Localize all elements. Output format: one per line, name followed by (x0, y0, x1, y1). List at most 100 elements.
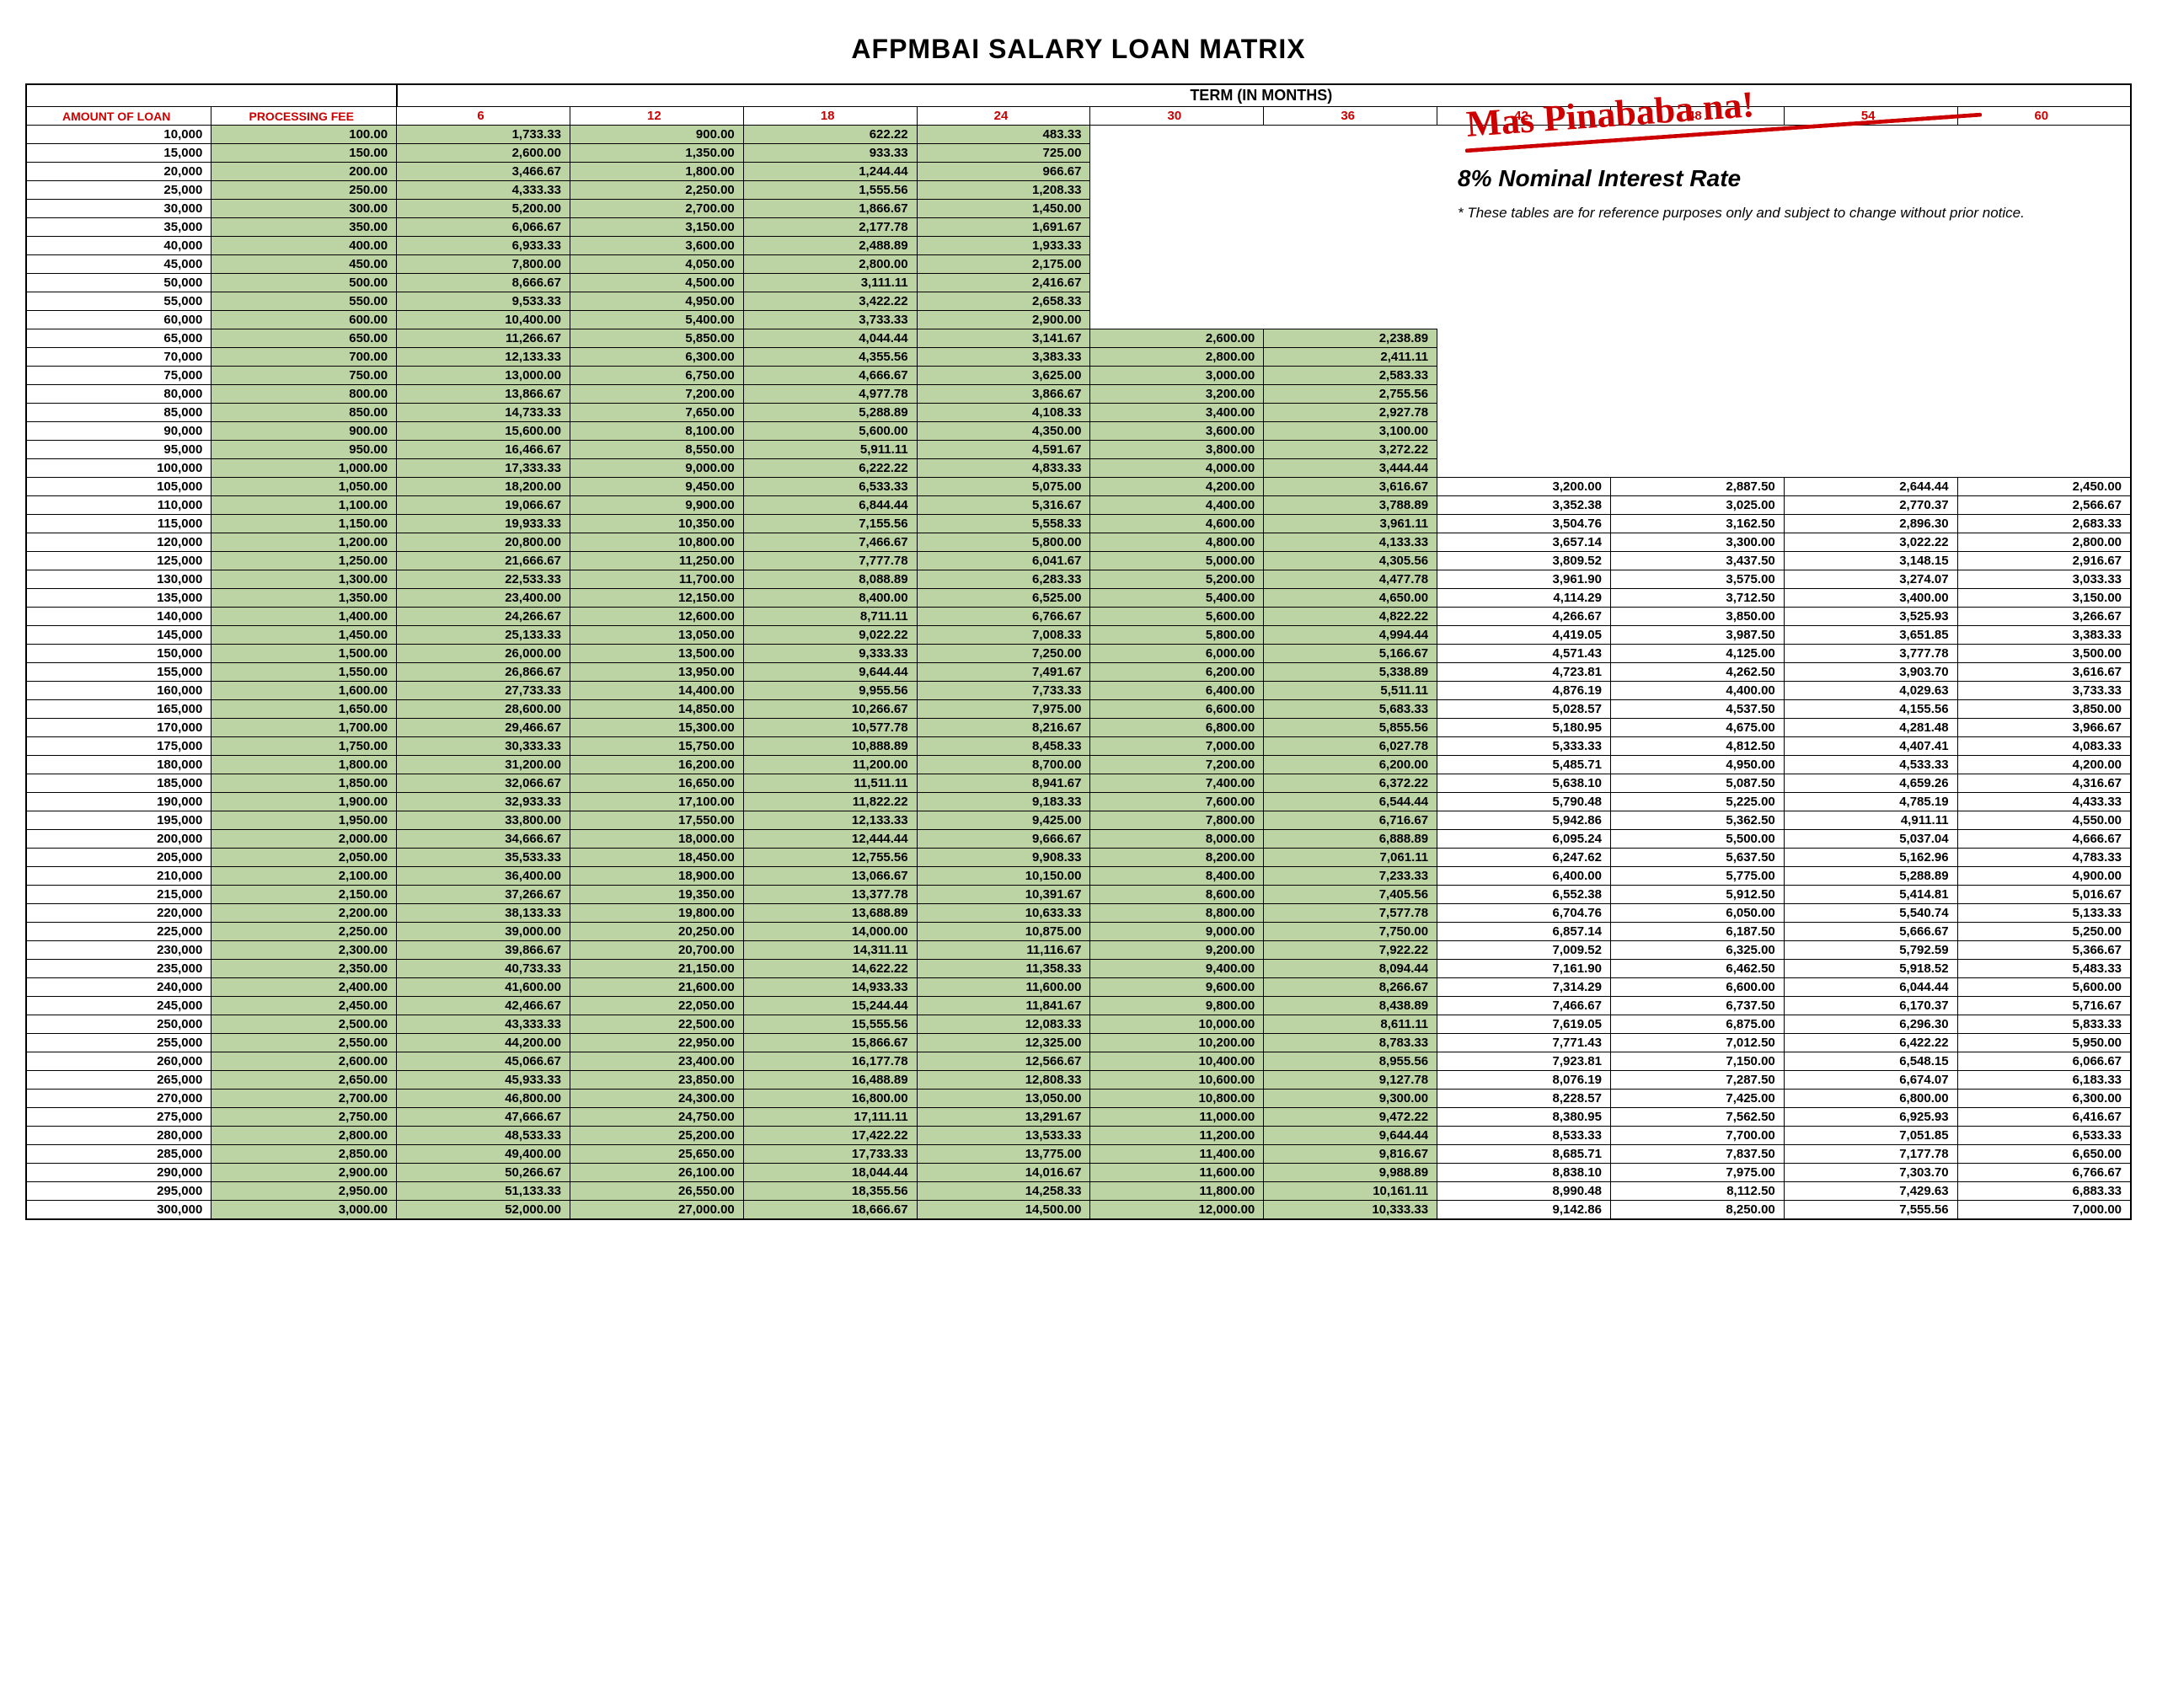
table-row: 240,0002,400.0041,600.0021,600.0014,933.… (26, 978, 2131, 997)
cell-term-30 (1090, 181, 1264, 200)
cell-amount: 135,000 (26, 589, 211, 608)
table-body: 10,000100.001,733.33900.00622.22483.3315… (26, 126, 2131, 1220)
cell-term-54: 3,651.85 (1784, 626, 1957, 645)
cell-term-30: 5,000.00 (1090, 552, 1264, 570)
cell-term-18: 9,955.56 (743, 682, 917, 700)
cell-term-36 (1264, 126, 1437, 144)
cell-term-42: 7,314.29 (1437, 978, 1611, 997)
table-row: 160,0001,600.0027,733.3314,400.009,955.5… (26, 682, 2131, 700)
cell-amount: 35,000 (26, 218, 211, 237)
cell-term-60: 4,316.67 (1957, 774, 2131, 793)
cell-term-36: 7,750.00 (1264, 923, 1437, 941)
cell-term-48 (1610, 181, 1784, 200)
cell-fee: 100.00 (211, 126, 397, 144)
cell-amount: 235,000 (26, 960, 211, 978)
cell-term-12: 14,850.00 (570, 700, 743, 719)
cell-term-18: 12,133.33 (743, 811, 917, 830)
cell-term-42: 4,114.29 (1437, 589, 1611, 608)
cell-term-12: 24,300.00 (570, 1090, 743, 1108)
cell-term-60: 2,916.67 (1957, 552, 2131, 570)
cell-term-6: 15,600.00 (397, 422, 570, 441)
cell-term-60 (1957, 218, 2131, 237)
cell-term-60 (1957, 292, 2131, 311)
cell-term-6: 23,400.00 (397, 589, 570, 608)
table-row: 25,000250.004,333.332,250.001,555.561,20… (26, 181, 2131, 200)
cell-term-12: 8,550.00 (570, 441, 743, 459)
table-row: 125,0001,250.0021,666.6711,250.007,777.7… (26, 552, 2131, 570)
cell-term-12: 24,750.00 (570, 1108, 743, 1127)
cell-term-24: 1,450.00 (917, 200, 1090, 218)
cell-amount: 280,000 (26, 1127, 211, 1145)
cell-term-60 (1957, 459, 2131, 478)
cell-term-60: 7,000.00 (1957, 1201, 2131, 1220)
cell-term-24: 5,316.67 (917, 496, 1090, 515)
cell-term-60 (1957, 126, 2131, 144)
cell-term-18: 3,422.22 (743, 292, 917, 311)
cell-term-24: 6,283.33 (917, 570, 1090, 589)
cell-term-36: 2,755.56 (1264, 385, 1437, 404)
cell-term-6: 10,400.00 (397, 311, 570, 329)
cell-term-18: 7,155.56 (743, 515, 917, 533)
cell-term-24: 3,141.67 (917, 329, 1090, 348)
cell-term-36: 3,616.67 (1264, 478, 1437, 496)
cell-term-6: 25,133.33 (397, 626, 570, 645)
cell-term-36: 7,233.33 (1264, 867, 1437, 886)
cell-term-6: 8,666.67 (397, 274, 570, 292)
cell-term-30: 8,600.00 (1090, 886, 1264, 904)
cell-term-18: 5,600.00 (743, 422, 917, 441)
cell-fee: 750.00 (211, 367, 397, 385)
cell-term-42: 4,723.81 (1437, 663, 1611, 682)
cell-term-42: 6,247.62 (1437, 849, 1611, 867)
cell-amount: 10,000 (26, 126, 211, 144)
cell-term-24: 12,083.33 (917, 1015, 1090, 1034)
cell-term-12: 9,450.00 (570, 478, 743, 496)
cell-term-30: 3,000.00 (1090, 367, 1264, 385)
table-row: 225,0002,250.0039,000.0020,250.0014,000.… (26, 923, 2131, 941)
cell-term-48: 7,425.00 (1610, 1090, 1784, 1108)
cell-term-12: 21,600.00 (570, 978, 743, 997)
cell-term-30: 7,000.00 (1090, 737, 1264, 756)
cell-term-48: 5,087.50 (1610, 774, 1784, 793)
cell-term-18: 1,866.67 (743, 200, 917, 218)
cell-term-12: 6,300.00 (570, 348, 743, 367)
cell-amount: 115,000 (26, 515, 211, 533)
cell-fee: 1,650.00 (211, 700, 397, 719)
cell-term-30: 2,800.00 (1090, 348, 1264, 367)
cell-term-54: 3,777.78 (1784, 645, 1957, 663)
cell-term-54: 7,177.78 (1784, 1145, 1957, 1164)
cell-term-42: 3,200.00 (1437, 478, 1611, 496)
cell-term-24: 12,325.00 (917, 1034, 1090, 1052)
cell-term-36: 2,927.78 (1264, 404, 1437, 422)
table-row: 170,0001,700.0029,466.6715,300.0010,577.… (26, 719, 2131, 737)
cell-term-60: 3,616.67 (1957, 663, 2131, 682)
cell-amount: 290,000 (26, 1164, 211, 1182)
cell-term-12: 10,350.00 (570, 515, 743, 533)
cell-term-12: 25,650.00 (570, 1145, 743, 1164)
cell-term-54: 2,896.30 (1784, 515, 1957, 533)
cell-term-54: 3,148.15 (1784, 552, 1957, 570)
cell-term-24: 7,250.00 (917, 645, 1090, 663)
table-row: 115,0001,150.0019,933.3310,350.007,155.5… (26, 515, 2131, 533)
cell-term-48: 3,575.00 (1610, 570, 1784, 589)
cell-term-24: 1,208.33 (917, 181, 1090, 200)
table-row: 200,0002,000.0034,666.6718,000.0012,444.… (26, 830, 2131, 849)
cell-term-6: 35,533.33 (397, 849, 570, 867)
cell-term-48 (1610, 385, 1784, 404)
cell-term-42: 4,571.43 (1437, 645, 1611, 663)
cell-term-60 (1957, 200, 2131, 218)
cell-term-54: 6,422.22 (1784, 1034, 1957, 1052)
cell-term-54 (1784, 181, 1957, 200)
cell-term-6: 32,933.33 (397, 793, 570, 811)
cell-term-42: 8,838.10 (1437, 1164, 1611, 1182)
cell-amount: 90,000 (26, 422, 211, 441)
cell-term-60 (1957, 274, 2131, 292)
cell-term-12: 12,600.00 (570, 608, 743, 626)
cell-term-12: 22,950.00 (570, 1034, 743, 1052)
cell-term-48 (1610, 200, 1784, 218)
cell-term-24: 5,800.00 (917, 533, 1090, 552)
cell-term-18: 8,711.11 (743, 608, 917, 626)
cell-term-60 (1957, 348, 2131, 367)
loan-matrix-table: TERM (IN MONTHS) AMOUNT OF LOAN PROCESSI… (25, 83, 2132, 1220)
col-term-36: 36 (1264, 107, 1437, 126)
cell-amount: 225,000 (26, 923, 211, 941)
